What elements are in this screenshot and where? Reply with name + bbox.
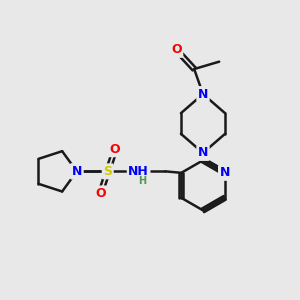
Text: N: N xyxy=(220,166,230,179)
Text: N: N xyxy=(72,165,82,178)
Text: O: O xyxy=(171,44,182,56)
Text: N: N xyxy=(198,146,208,159)
Text: O: O xyxy=(95,187,106,200)
Text: N: N xyxy=(198,88,208,100)
Text: O: O xyxy=(110,143,120,156)
Text: N: N xyxy=(72,165,82,178)
Text: NH: NH xyxy=(128,165,149,178)
Text: S: S xyxy=(103,165,112,178)
Text: H: H xyxy=(138,176,146,186)
